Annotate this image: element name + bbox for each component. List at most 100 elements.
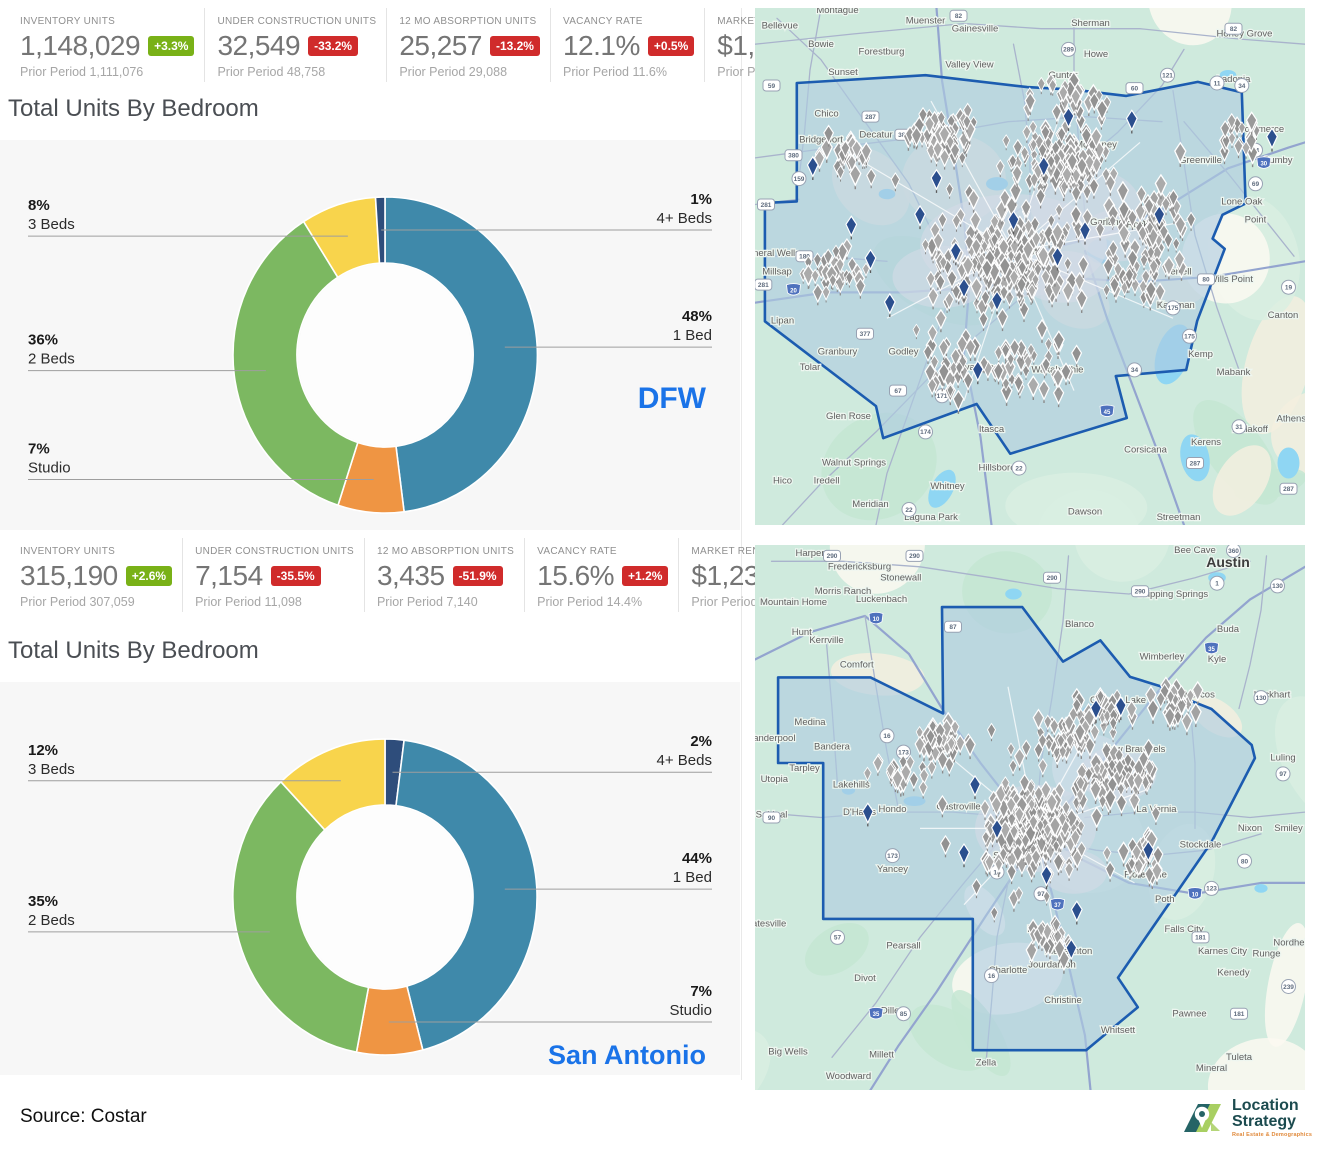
property-marker[interactable] (1138, 750, 1150, 772)
property-marker[interactable] (1186, 688, 1195, 706)
property-marker[interactable] (1053, 938, 1066, 963)
property-marker[interactable] (1173, 250, 1186, 273)
property-marker[interactable] (1159, 682, 1170, 704)
property-marker[interactable] (1241, 140, 1251, 159)
property-marker[interactable] (1143, 196, 1155, 219)
property-marker[interactable] (1124, 267, 1135, 287)
property-marker[interactable] (999, 188, 1011, 212)
property-marker[interactable] (1181, 711, 1193, 736)
property-marker[interactable] (1021, 739, 1032, 760)
property-marker[interactable] (944, 291, 955, 312)
property-marker[interactable] (1082, 184, 1092, 203)
property-marker[interactable] (950, 719, 960, 738)
highlighted-property-marker[interactable] (991, 290, 1003, 315)
property-marker[interactable] (1191, 680, 1204, 705)
property-marker[interactable] (849, 163, 862, 190)
property-marker[interactable] (918, 780, 928, 799)
highlighted-property-marker[interactable] (1040, 864, 1053, 890)
property-marker[interactable] (964, 234, 975, 254)
property-marker[interactable] (1011, 163, 1023, 187)
property-marker[interactable] (1095, 98, 1109, 124)
property-marker[interactable] (1009, 180, 1022, 206)
property-marker[interactable] (938, 124, 951, 149)
property-marker[interactable] (981, 258, 993, 283)
property-marker[interactable] (927, 324, 938, 346)
property-marker[interactable] (1007, 249, 1015, 265)
property-marker[interactable] (1238, 121, 1246, 137)
property-marker[interactable] (1009, 338, 1021, 361)
donut-slice-4-beds[interactable] (374, 196, 386, 264)
property-marker[interactable] (1098, 794, 1107, 811)
property-marker[interactable] (1045, 792, 1058, 818)
property-marker[interactable] (836, 165, 845, 182)
property-marker[interactable] (951, 213, 962, 232)
property-marker[interactable] (1071, 344, 1083, 367)
property-marker[interactable] (1060, 362, 1072, 386)
property-marker[interactable] (1075, 288, 1088, 313)
property-marker[interactable] (1020, 145, 1029, 163)
property-marker[interactable] (1029, 171, 1039, 191)
highlighted-property-marker[interactable] (1037, 155, 1050, 180)
donut-slice-3-beds[interactable] (280, 738, 386, 831)
property-marker[interactable] (995, 159, 1005, 178)
property-marker[interactable] (1146, 245, 1156, 263)
property-marker[interactable] (855, 277, 866, 299)
property-marker[interactable] (1005, 795, 1017, 818)
property-marker[interactable] (925, 270, 936, 291)
property-marker[interactable] (1220, 120, 1231, 141)
property-marker[interactable] (1109, 716, 1118, 733)
property-marker[interactable] (1118, 199, 1130, 224)
property-marker[interactable] (1132, 771, 1144, 795)
property-marker[interactable] (1159, 223, 1169, 244)
property-marker[interactable] (1227, 131, 1237, 148)
property-marker[interactable] (939, 148, 950, 170)
property-marker[interactable] (1048, 78, 1057, 96)
property-marker[interactable] (937, 361, 950, 387)
property-marker[interactable] (1027, 343, 1035, 359)
property-marker[interactable] (1052, 917, 1061, 935)
donut-slice-1-bed[interactable] (395, 739, 538, 1051)
property-marker[interactable] (1032, 708, 1045, 733)
highlighted-property-marker[interactable] (969, 774, 981, 800)
property-marker[interactable] (1148, 258, 1159, 279)
property-marker[interactable] (1107, 758, 1117, 775)
property-marker[interactable] (1126, 699, 1138, 723)
property-marker[interactable] (924, 115, 935, 138)
property-marker[interactable] (1040, 780, 1052, 804)
property-marker[interactable] (1028, 120, 1038, 137)
property-marker[interactable] (1014, 805, 1025, 827)
property-marker[interactable] (1118, 223, 1130, 248)
property-marker[interactable] (1006, 352, 1015, 369)
property-marker[interactable] (958, 151, 967, 168)
property-marker[interactable] (952, 389, 965, 414)
property-marker[interactable] (1008, 268, 1020, 290)
property-marker[interactable] (964, 735, 976, 760)
property-marker[interactable] (1126, 248, 1139, 272)
property-marker[interactable] (835, 257, 845, 276)
property-marker[interactable] (1052, 384, 1065, 408)
property-marker[interactable] (823, 124, 835, 147)
property-marker[interactable] (1046, 154, 1056, 172)
property-marker[interactable] (1084, 153, 1095, 175)
property-marker[interactable] (1144, 865, 1155, 887)
property-marker[interactable] (860, 141, 873, 166)
property-marker[interactable] (1027, 283, 1037, 301)
highlighted-property-marker[interactable] (1007, 210, 1020, 235)
property-marker[interactable] (955, 207, 966, 227)
property-marker[interactable] (964, 184, 975, 205)
highlighted-property-marker[interactable] (1065, 938, 1078, 963)
property-marker[interactable] (1070, 204, 1082, 229)
property-marker[interactable] (1245, 111, 1258, 135)
property-marker[interactable] (828, 273, 837, 291)
property-marker[interactable] (1036, 818, 1045, 836)
property-marker[interactable] (1061, 280, 1075, 306)
property-marker[interactable] (1012, 138, 1023, 160)
property-marker[interactable] (1163, 255, 1175, 280)
property-marker[interactable] (1113, 261, 1123, 281)
property-marker[interactable] (1002, 377, 1010, 393)
property-marker[interactable] (1080, 718, 1091, 740)
property-marker[interactable] (932, 140, 944, 162)
property-marker[interactable] (1226, 112, 1237, 133)
property-marker[interactable] (1128, 790, 1141, 815)
highlighted-property-marker[interactable] (1090, 698, 1102, 723)
